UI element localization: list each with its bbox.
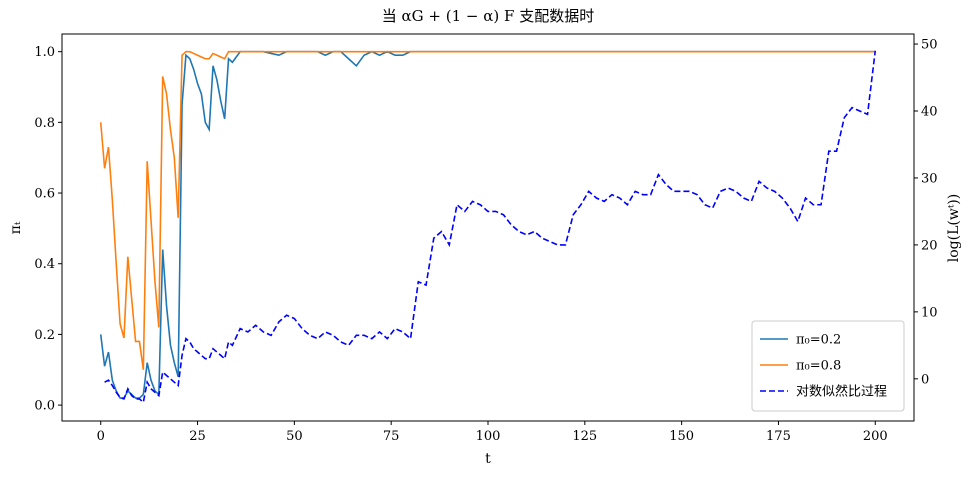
x-tick-label: 75 bbox=[383, 429, 400, 444]
x-tick-label: 175 bbox=[766, 429, 791, 444]
y-tick-label: 0.6 bbox=[34, 187, 55, 202]
legend-box bbox=[751, 320, 905, 412]
data-line bbox=[99, 50, 876, 370]
y2-tick-label: 50 bbox=[921, 38, 938, 53]
x-tick-label: 0 bbox=[97, 429, 105, 444]
y-tick-label: 0.8 bbox=[34, 116, 55, 131]
y-tick-label: 0.0 bbox=[34, 399, 55, 414]
y-axis-label: πₜ bbox=[8, 221, 24, 234]
x-tick-label: 125 bbox=[572, 429, 597, 444]
legend-label: π₀=0.2 bbox=[796, 333, 841, 348]
x-tick-label: 200 bbox=[863, 429, 888, 444]
legend-label: 对数似然比过程 bbox=[796, 384, 887, 400]
y-tick-label: 0.4 bbox=[34, 257, 55, 272]
y2-tick-label: 40 bbox=[921, 104, 938, 119]
y-tick-label: 0.2 bbox=[34, 328, 55, 343]
x-tick-label: 50 bbox=[286, 429, 303, 444]
y2-tick-label: 10 bbox=[921, 305, 938, 320]
x-tick-label: 100 bbox=[476, 429, 501, 444]
x-axis-label: t bbox=[485, 451, 491, 467]
y2-tick-label: 30 bbox=[921, 171, 938, 186]
legend-label: π₀=0.8 bbox=[796, 359, 841, 374]
legend: π₀=0.2 π₀=0.8 对数似然比过程 bbox=[751, 320, 905, 412]
x-tick-label: 150 bbox=[669, 429, 694, 444]
y2-axis-label: log(L(wᵗ)) bbox=[946, 194, 962, 262]
chart-title: 当 αG + (1 − α) F 支配数据时 bbox=[382, 7, 594, 25]
data-line bbox=[104, 50, 877, 404]
y2-tick-label: 0 bbox=[921, 372, 929, 387]
y-tick-label: 1.0 bbox=[34, 45, 55, 60]
y2-tick-label: 20 bbox=[921, 238, 938, 253]
x-tick-label: 25 bbox=[189, 429, 206, 444]
